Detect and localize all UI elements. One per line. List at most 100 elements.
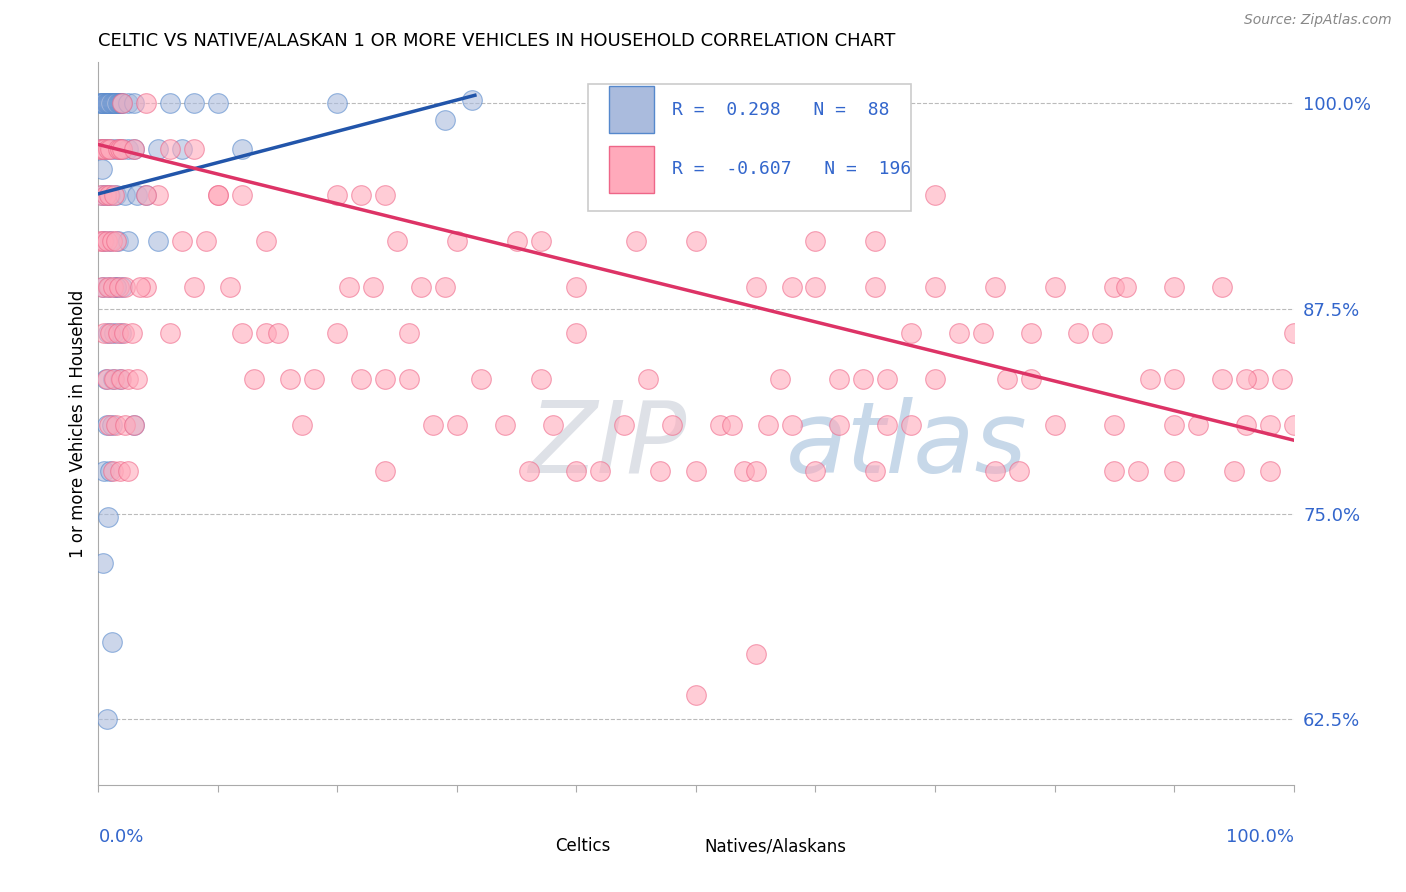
- Point: [91, 235, 114, 249]
- Point: [1019, 372, 1042, 386]
- Point: [828, 372, 851, 386]
- FancyBboxPatch shape: [609, 86, 654, 133]
- Point: [89, 235, 111, 249]
- Point: [124, 418, 146, 433]
- Point: [865, 280, 887, 294]
- Point: [530, 235, 553, 249]
- Point: [108, 372, 131, 386]
- Point: [852, 372, 875, 386]
- Point: [97, 510, 120, 524]
- Point: [470, 372, 492, 386]
- Text: R =  0.298   N =  88: R = 0.298 N = 88: [672, 101, 890, 119]
- Point: [1043, 418, 1066, 433]
- Point: [1211, 372, 1233, 386]
- Point: [105, 235, 128, 249]
- Point: [101, 143, 124, 157]
- Text: 0.0%: 0.0%: [98, 829, 143, 847]
- Point: [103, 96, 125, 111]
- Point: [117, 96, 139, 111]
- Point: [865, 464, 887, 478]
- Point: [117, 143, 139, 157]
- Point: [98, 96, 121, 111]
- Point: [446, 418, 468, 433]
- Point: [219, 280, 242, 294]
- Point: [98, 143, 122, 157]
- Point: [105, 188, 128, 202]
- Point: [107, 96, 129, 111]
- Point: [90, 143, 112, 157]
- Point: [900, 418, 922, 433]
- Point: [984, 280, 1007, 294]
- Point: [541, 418, 564, 433]
- Point: [101, 96, 124, 111]
- Point: [107, 280, 129, 294]
- Point: [114, 418, 136, 433]
- Point: [93, 96, 115, 111]
- Point: [172, 235, 194, 249]
- Point: [1104, 464, 1126, 478]
- Point: [97, 326, 120, 341]
- Point: [121, 326, 143, 341]
- Point: [159, 96, 181, 111]
- Text: CELTIC VS NATIVE/ALASKAN 1 OR MORE VEHICLES IN HOUSEHOLD CORRELATION CHART: CELTIC VS NATIVE/ALASKAN 1 OR MORE VEHIC…: [98, 32, 896, 50]
- Point: [1223, 464, 1246, 478]
- Point: [613, 418, 636, 433]
- Point: [374, 372, 396, 386]
- Point: [709, 418, 731, 433]
- Point: [291, 418, 314, 433]
- Point: [124, 143, 146, 157]
- Point: [100, 418, 122, 433]
- Point: [124, 96, 146, 111]
- Point: [110, 326, 132, 341]
- Point: [117, 235, 139, 249]
- Point: [107, 96, 129, 111]
- Point: [1008, 464, 1031, 478]
- Y-axis label: 1 or more Vehicles in Household: 1 or more Vehicles in Household: [69, 290, 87, 558]
- Point: [565, 326, 588, 341]
- Point: [98, 96, 122, 111]
- FancyBboxPatch shape: [589, 84, 911, 211]
- Point: [326, 326, 349, 341]
- Point: [183, 143, 205, 157]
- Point: [231, 143, 253, 157]
- Point: [105, 96, 128, 111]
- Point: [804, 464, 827, 478]
- Point: [110, 96, 132, 111]
- Point: [972, 326, 994, 341]
- Point: [100, 235, 122, 249]
- Point: [112, 326, 135, 341]
- Point: [865, 235, 887, 249]
- Point: [398, 326, 420, 341]
- Point: [96, 712, 118, 726]
- Point: [159, 326, 181, 341]
- Point: [745, 647, 768, 661]
- Point: [117, 372, 139, 386]
- Point: [195, 235, 218, 249]
- Point: [93, 464, 115, 478]
- Point: [91, 188, 114, 202]
- FancyBboxPatch shape: [666, 833, 696, 859]
- Point: [125, 188, 148, 202]
- Text: Celtics: Celtics: [555, 838, 610, 855]
- Point: [900, 326, 922, 341]
- Point: [1163, 280, 1185, 294]
- Text: 100.0%: 100.0%: [1226, 829, 1294, 847]
- Point: [1247, 372, 1270, 386]
- Point: [494, 418, 516, 433]
- Point: [135, 96, 157, 111]
- Point: [148, 188, 170, 202]
- Point: [948, 326, 970, 341]
- Point: [1104, 418, 1126, 433]
- Point: [101, 280, 124, 294]
- Point: [96, 96, 118, 111]
- Point: [1139, 372, 1161, 386]
- Text: Natives/Alaskans: Natives/Alaskans: [704, 838, 846, 855]
- Point: [804, 280, 827, 294]
- Point: [1234, 372, 1257, 386]
- Point: [98, 188, 121, 202]
- Point: [1163, 418, 1185, 433]
- Text: atlas: atlas: [786, 397, 1028, 494]
- Point: [101, 372, 124, 386]
- Point: [374, 188, 396, 202]
- Point: [924, 280, 946, 294]
